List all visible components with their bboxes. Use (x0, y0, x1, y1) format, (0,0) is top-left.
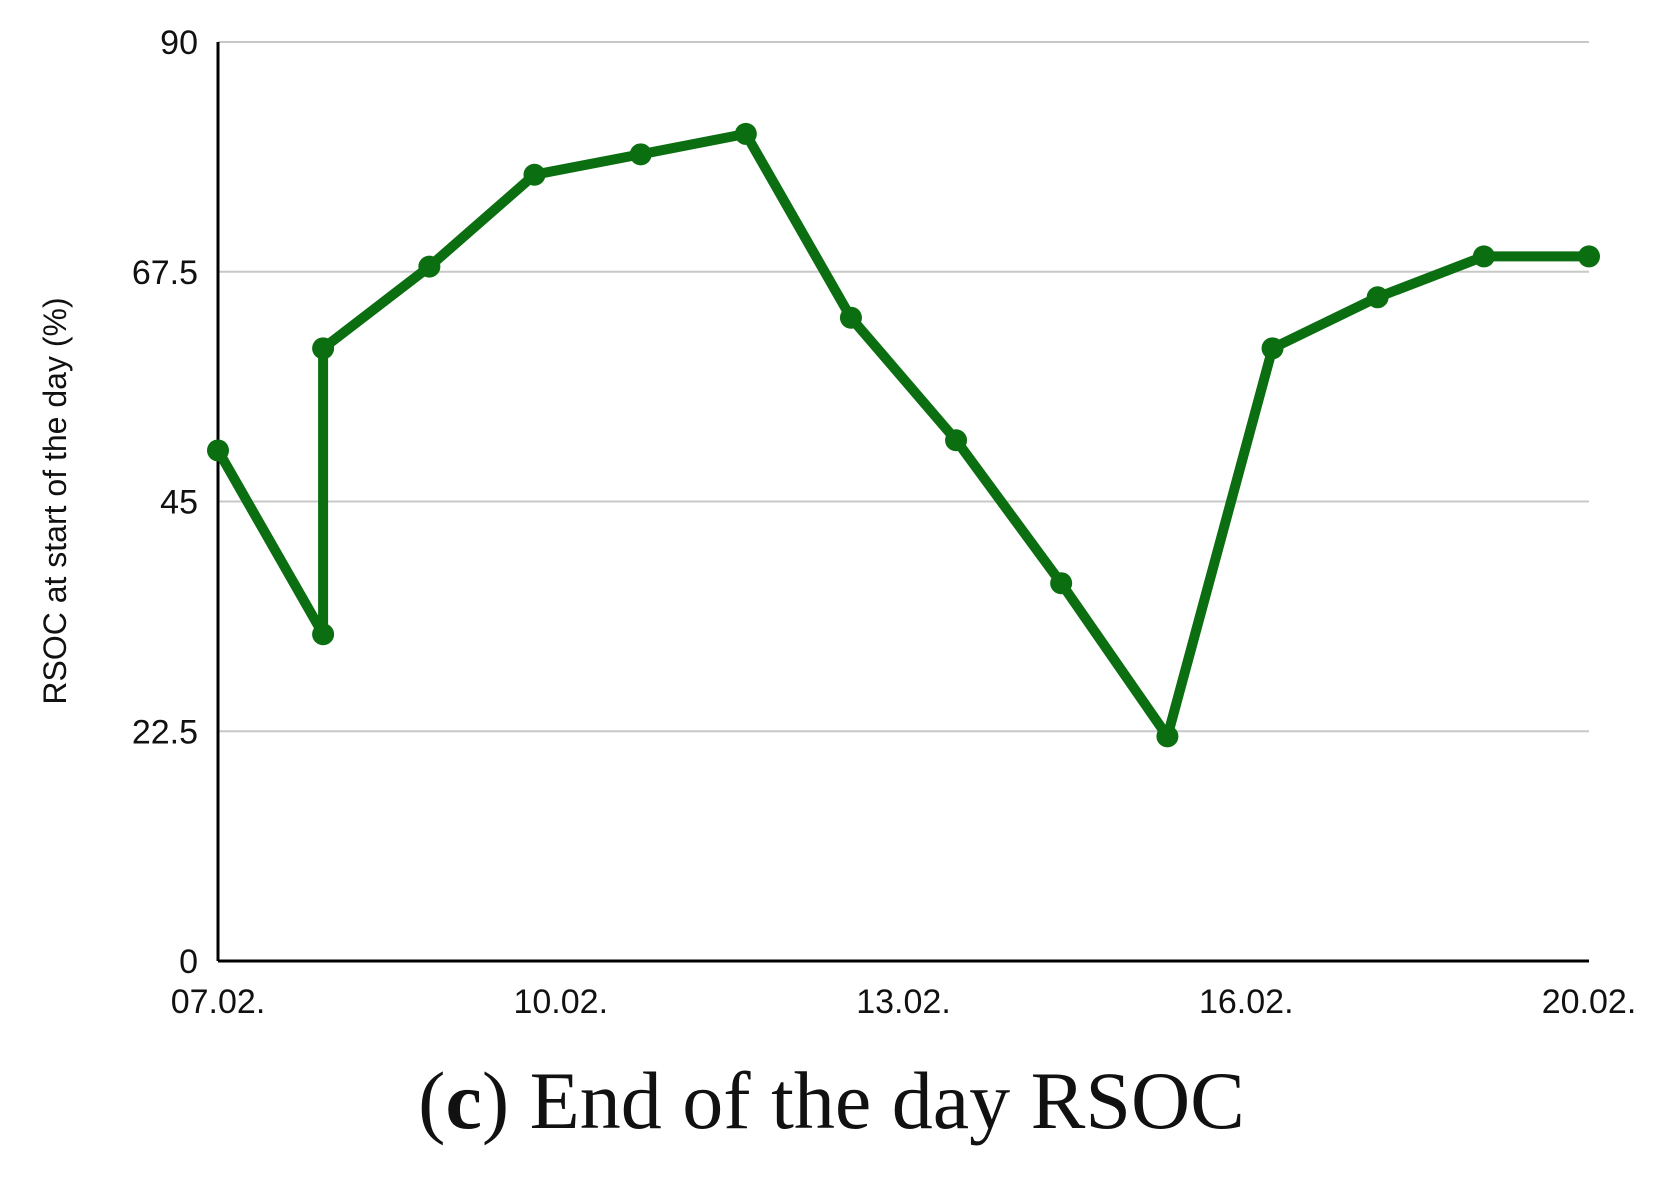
data-point (945, 429, 968, 452)
y-axis-title: RSOC at start of the day (%) (37, 297, 73, 704)
x-tick-label: 07.02. (171, 983, 266, 1021)
figure-caption: (c) End of the day RSOC (0, 1060, 1663, 1142)
x-tick-label: 13.02. (856, 983, 951, 1021)
x-tick-labels: 07.02. 10.02. 13.02. 16.02. 20.02. (171, 983, 1637, 1021)
data-point (418, 255, 441, 278)
y-tick-label: 67.5 (132, 254, 198, 292)
data-point (1050, 572, 1073, 595)
data-point (1472, 245, 1495, 268)
data-point (1366, 286, 1389, 309)
data-point (734, 122, 757, 145)
caption-close: ) (481, 1055, 510, 1146)
y-tick-label: 22.5 (132, 713, 198, 751)
x-tick-label: 10.02. (513, 983, 608, 1021)
data-point (1156, 725, 1179, 748)
y-tick-labels: 0 22.5 45 67.5 90 (132, 24, 198, 981)
caption-text: End of the day RSOC (509, 1055, 1245, 1146)
caption-open: ( (418, 1055, 446, 1146)
y-tick-label: 0 (179, 943, 198, 981)
data-point (629, 143, 652, 166)
axes (216, 42, 1589, 963)
y-tick-label: 45 (160, 484, 198, 522)
data-point (1261, 337, 1284, 360)
data-point (839, 306, 862, 329)
data-point (312, 337, 335, 360)
caption-letter: c (445, 1055, 482, 1146)
x-tick-label: 16.02. (1199, 983, 1294, 1021)
data-point (207, 439, 229, 462)
data-point (312, 623, 335, 646)
data-point (1578, 245, 1600, 268)
series-rsoc (207, 122, 1600, 748)
x-tick-label: 20.02. (1542, 983, 1637, 1021)
y-tick-label: 90 (160, 24, 198, 62)
series-line (213, 128, 1594, 742)
data-point (523, 163, 546, 186)
grid-lines (218, 41, 1589, 733)
